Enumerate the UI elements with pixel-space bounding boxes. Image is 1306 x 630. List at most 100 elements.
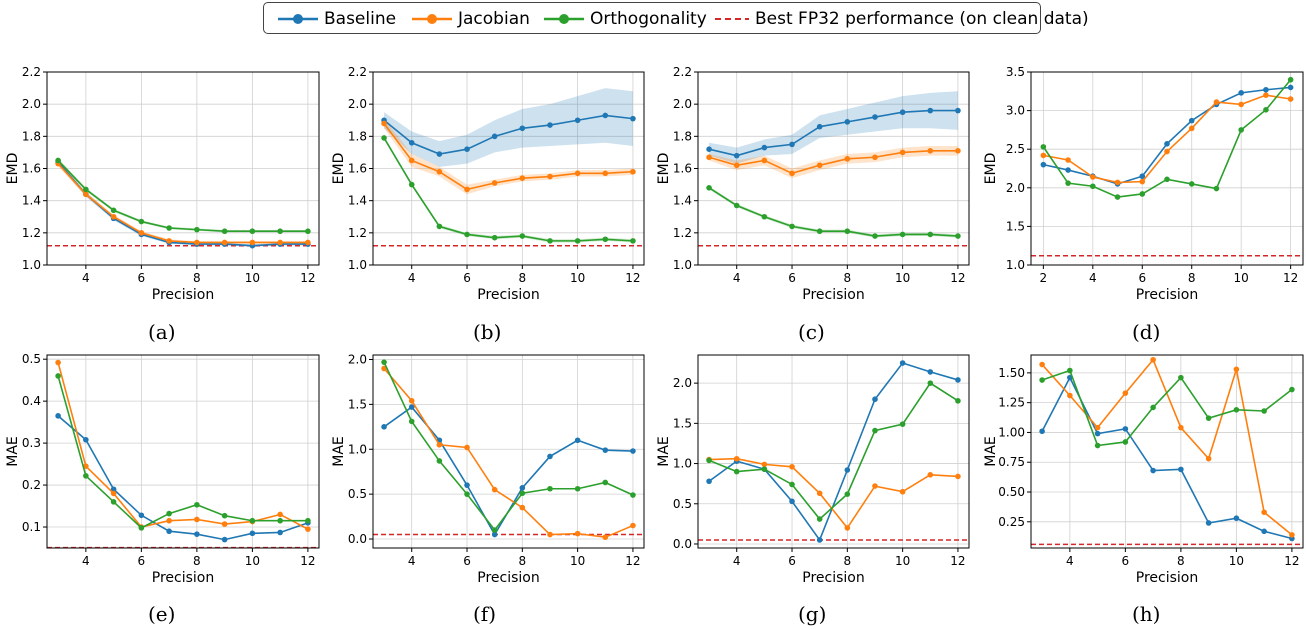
x-tick-label: 4 — [82, 271, 90, 285]
x-tick-label: 6 — [138, 271, 146, 285]
point-jacobian — [789, 170, 795, 177]
point-baseline — [381, 424, 387, 430]
point-baseline — [408, 404, 415, 410]
plot-area-b — [373, 88, 644, 247]
chart-d: 2 4 6 8 10 12 1.0 1.5 2.0 2.5 3.0 3.5 Precision EMD — [983, 65, 1304, 303]
x-tick-label: 8 — [1188, 271, 1196, 285]
point-baseline — [547, 453, 553, 460]
point-orthogonality — [927, 231, 934, 238]
y-tick-label: 2.0 — [348, 97, 367, 111]
point-orthogonality — [436, 458, 443, 464]
point-baseline — [1233, 515, 1240, 522]
point-orthogonality — [464, 491, 470, 497]
point-jacobian — [436, 441, 443, 448]
point-orthogonality — [1090, 183, 1096, 190]
legend-swatch-orthogonality — [544, 14, 584, 24]
x-tick-label: 10 — [895, 271, 910, 285]
point-orthogonality — [408, 181, 415, 188]
point-orthogonality — [927, 380, 934, 386]
point-baseline — [1139, 173, 1146, 180]
x-tick-label: 4 — [408, 271, 416, 285]
y-tick-label: 0.3 — [22, 436, 41, 450]
y-tick-label: 3.5 — [1006, 65, 1025, 79]
point-baseline — [138, 512, 145, 519]
point-orthogonality — [305, 228, 311, 235]
y-tick-label: 1.4 — [22, 194, 41, 208]
point-orthogonality — [761, 213, 768, 220]
point-jacobian — [630, 522, 636, 529]
point-jacobian — [1039, 361, 1045, 368]
point-orthogonality — [706, 457, 712, 464]
series-line-jacobian — [57, 362, 309, 530]
y-tick-label: 1.5 — [348, 397, 367, 411]
x-tick-label: 6 — [1122, 554, 1130, 568]
y-tick-label: 2.5 — [1006, 142, 1025, 156]
x-axis-label: Precision — [152, 287, 214, 303]
point-jacobian — [1261, 509, 1267, 516]
point-orthogonality — [844, 491, 851, 497]
point-jacobian — [899, 488, 906, 495]
x-tick-label: 12 — [950, 554, 965, 568]
y-tick-label: 2.0 — [1006, 181, 1025, 195]
point-orthogonality — [789, 223, 795, 230]
point-jacobian — [464, 444, 470, 451]
axes-frame — [46, 354, 320, 549]
x-tick-label: 12 — [1283, 271, 1298, 285]
point-jacobian — [1205, 455, 1212, 462]
point-jacobian — [519, 175, 526, 181]
y-tick-label: 1.5 — [1006, 219, 1025, 233]
point-baseline — [83, 436, 89, 443]
point-baseline — [464, 146, 470, 152]
y-tick-label: 0.1 — [22, 520, 41, 534]
point-baseline — [816, 537, 823, 543]
point-jacobian — [1122, 390, 1129, 396]
point-jacobian — [1213, 99, 1220, 105]
point-jacobian — [305, 239, 311, 246]
point-jacobian — [83, 463, 89, 469]
y-tick-label: 2.2 — [673, 65, 692, 79]
series-line-jacobian — [383, 367, 634, 539]
x-tick-label: 6 — [788, 554, 796, 568]
point-orthogonality — [574, 485, 581, 492]
point-baseline — [733, 152, 740, 159]
point-orthogonality — [1139, 191, 1146, 197]
point-baseline — [249, 530, 256, 537]
point-jacobian — [55, 359, 61, 366]
point-jacobian — [816, 162, 823, 169]
y-tick-label: 1.6 — [348, 162, 367, 176]
band-baseline — [709, 91, 958, 164]
point-jacobian — [733, 162, 740, 169]
point-orthogonality — [789, 481, 795, 488]
caption-b: (b) — [473, 320, 502, 344]
point-orthogonality — [1261, 408, 1267, 414]
point-jacobian — [1114, 179, 1121, 186]
point-jacobian — [408, 397, 415, 404]
point-orthogonality — [138, 218, 145, 225]
point-jacobian — [221, 239, 228, 246]
point-jacobian — [491, 180, 498, 186]
x-tick-label: 10 — [895, 554, 910, 568]
point-orthogonality — [1114, 194, 1121, 200]
x-tick-label: 6 — [1138, 271, 1146, 285]
point-orthogonality — [899, 231, 906, 238]
y-tick-label: 1.50 — [998, 366, 1025, 380]
y-tick-label: 0.5 — [348, 487, 367, 501]
point-orthogonality — [408, 418, 415, 425]
y-tick-label: 2.0 — [348, 352, 367, 366]
series-line-baseline — [57, 415, 309, 541]
x-tick-label: 2 — [1040, 271, 1048, 285]
point-orthogonality — [1289, 386, 1295, 393]
point-jacobian — [277, 511, 283, 518]
point-jacobian — [436, 168, 443, 175]
legend-label-orthogonality: Orthogonality — [590, 9, 707, 29]
point-jacobian — [83, 191, 89, 198]
legend-swatch-baseline — [278, 14, 318, 24]
x-axis-label: Precision — [477, 287, 539, 303]
point-orthogonality — [816, 516, 823, 522]
point-baseline — [547, 122, 553, 128]
point-orthogonality — [706, 185, 712, 191]
point-orthogonality — [249, 228, 256, 235]
x-tick-label: 10 — [570, 271, 585, 285]
series-line-baseline — [1041, 375, 1293, 540]
point-baseline — [1039, 428, 1045, 435]
